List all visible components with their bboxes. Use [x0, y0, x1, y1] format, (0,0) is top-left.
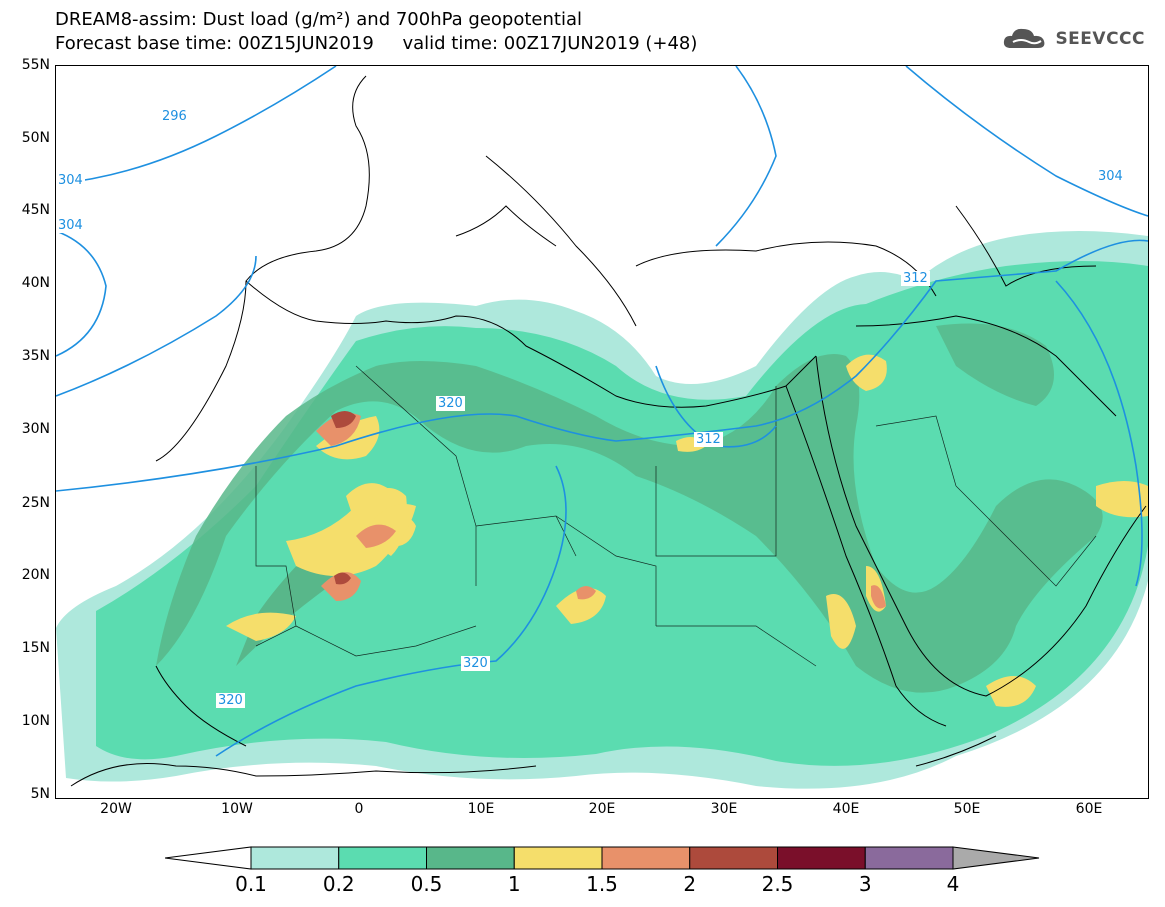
dust-field [56, 231, 1148, 789]
colorbar-label: 0.2 [322, 872, 355, 896]
forecast-time: Forecast base time: 00Z15JUN2019 valid t… [55, 33, 698, 54]
lon-label: 20E [588, 801, 616, 817]
lon-label: 0 [354, 801, 364, 817]
colorbar-label: 1.5 [586, 872, 618, 896]
colorbar-label: 3 [858, 872, 872, 896]
lat-label: 40N [21, 275, 50, 291]
lat-label: 10N [21, 713, 50, 729]
colorbar-swatch [250, 846, 340, 870]
lat-label: 5N [30, 786, 50, 802]
cloud-icon [1004, 28, 1045, 48]
colorbar-label: 2 [683, 872, 697, 896]
lon-label: 20W [100, 801, 132, 817]
lon-label: 10E [467, 801, 495, 817]
contour-label: 320 [436, 396, 465, 411]
colorbar-swatch [601, 846, 691, 870]
colorbar-swatch [777, 846, 866, 870]
country-borders [255, 365, 1097, 667]
colorbar-label: 2.5 [761, 872, 794, 896]
contour-label: 312 [901, 271, 930, 286]
colorbar-swatch [338, 846, 427, 870]
contour-label: 304 [56, 173, 85, 188]
lat-label: 15N [21, 640, 50, 656]
contour-label: 304 [56, 218, 85, 233]
map-title: DREAM8-assim: Dust load (g/m²) and 700hP… [55, 9, 582, 30]
logo-text: SEEVCCC [1055, 29, 1145, 49]
map-canvas [56, 66, 1148, 789]
colorbar-label: 0.5 [410, 872, 443, 896]
seevccc-logo: SEEVCCC [1001, 26, 1145, 52]
dust-map: 296 304 304 312 312 320 320 320 304 [55, 65, 1149, 799]
colorbar-swatch [513, 846, 603, 870]
lon-label: 10W [221, 801, 253, 817]
colorbar [165, 846, 1040, 870]
contour-label: 312 [694, 432, 723, 447]
lat-label: 45N [21, 202, 50, 218]
colorbar-swatch [689, 846, 778, 870]
lat-label: 50N [21, 130, 50, 146]
colorbar-under [165, 846, 252, 870]
lon-label: 40E [832, 801, 860, 817]
coastlines [70, 75, 1147, 787]
colorbar-label: 1 [507, 872, 521, 896]
lat-label: 20N [21, 567, 50, 583]
lon-label: 50E [953, 801, 981, 817]
geopotential-contours [56, 66, 1148, 757]
lon-label: 30E [710, 801, 738, 817]
colorbar-label: 0.1 [235, 872, 267, 896]
colorbar-over [952, 846, 1040, 870]
lat-label: 25N [21, 495, 50, 511]
lat-label: 55N [21, 57, 50, 73]
lon-label: 60E [1075, 801, 1103, 817]
lat-label: 35N [21, 348, 50, 364]
contour-label: 304 [1096, 169, 1125, 184]
colorbar-label: 4 [946, 872, 960, 896]
lat-label: 30N [21, 421, 50, 437]
contour-label: 320 [461, 656, 490, 671]
contour-label: 320 [216, 693, 245, 708]
contour-label: 296 [160, 109, 189, 124]
colorbar-swatch [864, 846, 954, 870]
colorbar-swatch [426, 846, 515, 870]
